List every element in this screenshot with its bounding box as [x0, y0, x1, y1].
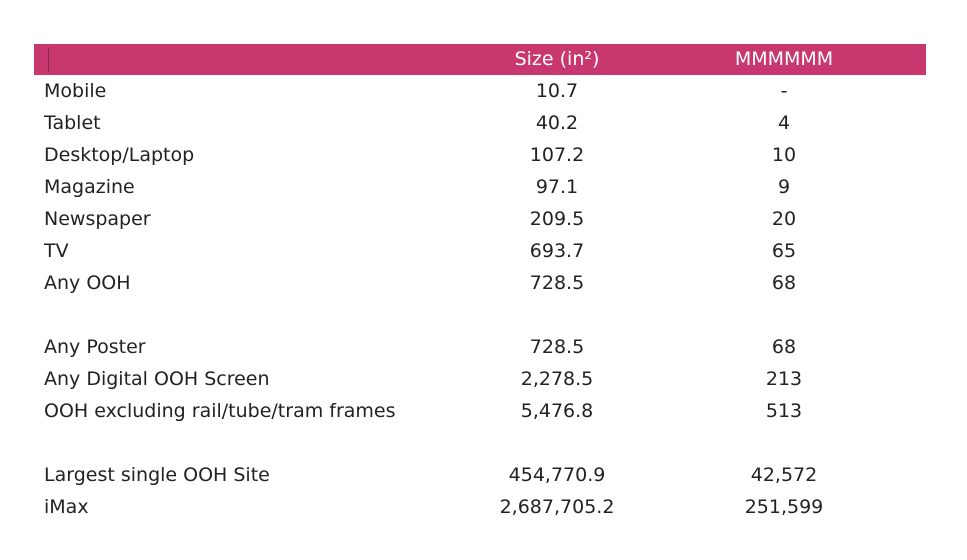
- row-size: 97.1: [535, 176, 579, 198]
- header-size: Size (in²): [514, 48, 600, 70]
- row-label: Tablet: [44, 112, 101, 134]
- row-spacer: [34, 427, 926, 459]
- table-header: Size (in²) MMMMMM: [34, 44, 926, 75]
- table-row: Mobile 10.7 -: [34, 75, 926, 107]
- row-relative: 9: [777, 176, 791, 198]
- row-label: Any Digital OOH Screen: [44, 368, 270, 390]
- table-row: Tablet 40.2 4: [34, 107, 926, 139]
- table-row: OOH excluding rail/tube/tram frames 5,47…: [34, 395, 926, 427]
- table-row: Largest single OOH Site 454,770.9 42,572: [34, 459, 926, 491]
- row-size: 209.5: [529, 208, 585, 230]
- row-relative: 20: [771, 208, 797, 230]
- row-relative: 68: [771, 336, 797, 358]
- row-label: Newspaper: [44, 208, 151, 230]
- row-size: 10.7: [535, 80, 579, 102]
- row-size: 728.5: [529, 336, 585, 358]
- row-spacer: [34, 299, 926, 331]
- row-label: Largest single OOH Site: [44, 464, 270, 486]
- row-relative: -: [780, 80, 788, 102]
- row-size: 2,278.5: [520, 368, 594, 390]
- row-label: Magazine: [44, 176, 135, 198]
- row-label: Any OOH: [44, 272, 131, 294]
- column-divider: [48, 47, 49, 72]
- row-size: 5,476.8: [520, 400, 594, 422]
- row-relative: 42,572: [750, 464, 818, 486]
- comparison-table: Size (in²) MMMMMM Mobile 10.7 - Tablet 4…: [34, 44, 926, 523]
- row-relative: 251,599: [744, 496, 824, 518]
- table-row: Any OOH 728.5 68: [34, 267, 926, 299]
- table-row: Magazine 97.1 9: [34, 171, 926, 203]
- table-row: Desktop/Laptop 107.2 10: [34, 139, 926, 171]
- table-row: Any Digital OOH Screen 2,278.5 213: [34, 363, 926, 395]
- table-row: iMax 2,687,705.2 251,599: [34, 491, 926, 523]
- row-label: Mobile: [44, 80, 107, 102]
- row-relative: 513: [765, 400, 803, 422]
- row-relative: 68: [771, 272, 797, 294]
- table-row: TV 693.7 65: [34, 235, 926, 267]
- table-row: Newspaper 209.5 20: [34, 203, 926, 235]
- row-size: 728.5: [529, 272, 585, 294]
- row-label: OOH excluding rail/tube/tram frames: [44, 400, 396, 422]
- row-size: 40.2: [535, 112, 579, 134]
- row-relative: 213: [765, 368, 803, 390]
- row-label: Desktop/Laptop: [44, 144, 195, 166]
- row-relative: 10: [771, 144, 797, 166]
- row-label: iMax: [44, 496, 89, 518]
- row-label: TV: [44, 240, 69, 262]
- row-size: 2,687,705.2: [499, 496, 615, 518]
- table-row: Any Poster 728.5 68: [34, 331, 926, 363]
- header-relative: MMMMMM: [734, 48, 834, 70]
- row-size: 107.2: [529, 144, 585, 166]
- row-relative: 4: [777, 112, 791, 134]
- row-size: 693.7: [529, 240, 585, 262]
- row-relative: 65: [771, 240, 797, 262]
- row-label: Any Poster: [44, 336, 146, 358]
- row-size: 454,770.9: [508, 464, 606, 486]
